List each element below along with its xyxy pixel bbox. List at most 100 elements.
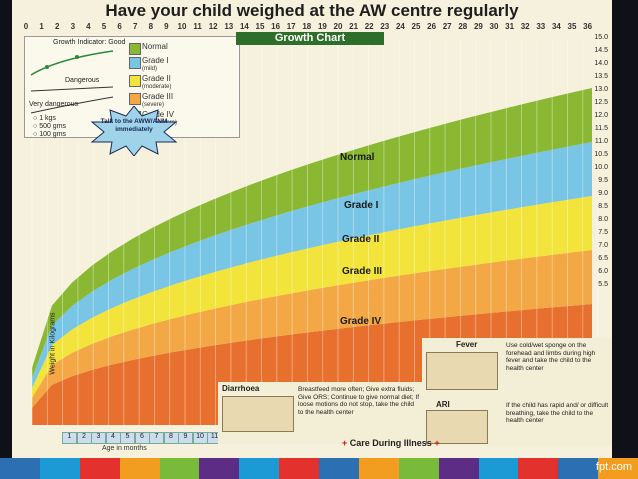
weight-tick-8.5: 8.5 [598,203,608,210]
footer-stripe-segment [159,458,200,479]
diarrhoea-illustration [222,396,294,432]
top-age-30: 30 [489,22,499,31]
diarrhoea-panel: Diarrhoea Breastfeed more often; Give ex… [218,382,424,444]
key-very-dangerous: Very dangerous [29,101,79,108]
top-age-28: 28 [458,22,468,31]
key-dangerous: Dangerous [65,77,100,84]
weight-500g: ○ 500 gms [33,123,67,130]
top-age-2: 2 [54,22,60,31]
ari-illustration [426,410,488,444]
top-age-1: 1 [39,22,44,31]
growth-chart-poster: Have your child weighed at the AW centre… [12,0,612,458]
swatch-normal [129,43,141,55]
growth-chart-title: Growth Chart [236,32,384,45]
band-label-grade-4: Grade IV [340,316,382,327]
weight-tick-6.0: 6.0 [598,268,608,275]
weight-tick-9.0: 9.0 [598,190,608,197]
band-1 [32,142,592,388]
weight-tick-6.5: 6.5 [598,255,608,262]
top-age-8: 8 [148,22,154,31]
band-label-grade-3: Grade III [342,266,383,277]
top-age-20: 20 [333,22,343,31]
weight-tick-8.0: 8.0 [598,216,608,223]
swatch-grade-1 [129,57,141,69]
ari-panel: ARI If the child has rapid and/ or diffi… [422,398,612,446]
footer-stripe-segment [239,458,280,479]
footer-stripe-segment [558,458,599,479]
footer-stripe-segment [199,458,240,479]
top-age-3: 3 [70,22,76,31]
month-box-7: 7 [149,432,164,444]
weight-tick-10.0: 10.0 [594,164,608,171]
top-age-16: 16 [271,22,281,31]
top-age-31: 31 [505,22,515,31]
fever-title: Fever [456,340,478,349]
top-age-33: 33 [536,22,546,31]
band-3 [32,250,592,408]
top-age-27: 27 [442,22,452,31]
grade-3-label: Grade III (severe) [142,92,174,109]
weight-tick-10.5: 10.5 [594,151,608,158]
fever-text: Use cold/wet sponge on the forehead and … [506,342,596,372]
footer-stripe-segment [279,458,319,479]
top-age-6: 6 [117,22,122,31]
top-age-25: 25 [411,22,421,31]
band-label-grade-1: Grade I [344,200,379,211]
weight-tick-12.0: 12.0 [594,112,608,119]
weight-tick-13.0: 13.0 [594,86,608,93]
poster-title: Have your child weighed at the AW centre… [105,1,519,20]
top-age-24: 24 [395,22,405,31]
weight-tick-11.0: 11.0 [594,138,608,145]
weight-1kg: ○ 1 kgs [33,115,56,122]
weight-tick-15.0: 15.0 [594,34,608,41]
top-age-18: 18 [302,22,312,31]
month-box-3: 3 [91,432,106,444]
footer-stripe-segment [518,458,559,479]
band-label-grade-2: Grade II [342,234,380,245]
top-age-9: 9 [164,22,169,31]
band-2 [32,196,592,398]
top-age-29: 29 [473,22,483,31]
fever-illustration [426,352,498,390]
fever-panel: Fever Use cold/wet sponge on the forehea… [422,338,612,402]
weight-tick-9.5: 9.5 [598,177,608,184]
top-age-11: 11 [193,22,202,31]
top-age-34: 34 [551,22,561,31]
top-age-5: 5 [101,22,107,31]
weight-tick-11.5: 11.5 [594,125,608,132]
top-age-26: 26 [427,22,437,31]
color-stripe-footer [0,458,638,479]
diarrhoea-text: Breastfeed more often; Give extra fluids… [298,386,420,416]
footer-stripe-segment [478,458,519,479]
month-box-9: 9 [178,432,193,444]
weight-tick-13.5: 13.5 [594,73,608,80]
month-box-1: 1 [62,432,77,444]
weight-tick-14.0: 14.0 [594,60,608,67]
grade-2-label: Grade II (moderate) [142,74,172,91]
swatch-grade-3 [129,93,141,105]
top-age-0: 0 [23,22,29,31]
weight-tick-14.5: 14.5 [594,47,608,54]
age-axis-label: Age in months [102,445,147,452]
top-age-23: 23 [380,22,390,31]
month-box-5: 5 [120,432,135,444]
band-label-normal: Normal [340,152,375,163]
brand-mark: fpt.com [595,461,632,473]
weight-100g: ○ 100 gms [33,131,67,138]
starburst-icon [90,106,178,156]
month-box-4: 4 [105,432,121,444]
top-age-15: 15 [255,22,265,31]
indicator-curves-icon [30,50,114,114]
footer-stripe-segment [358,458,399,479]
diarrhoea-title: Diarrhoea [222,384,260,393]
top-age-12: 12 [208,22,218,31]
grade-1-label: Grade I (mild) [142,56,169,73]
right-weight-scale: 15.0 14.5 14.0 13.5 13.0 12.5 12.0 11.5 11.0 10.5… [588,30,608,330]
footer-stripe-segment [319,458,359,479]
top-age-14: 14 [239,22,249,31]
footer-stripe-segment [39,458,80,479]
weight-tick-5.5: 5.5 [598,281,608,288]
weight-tick-7.0: 7.0 [598,242,608,249]
footer-stripe-segment [438,458,479,479]
